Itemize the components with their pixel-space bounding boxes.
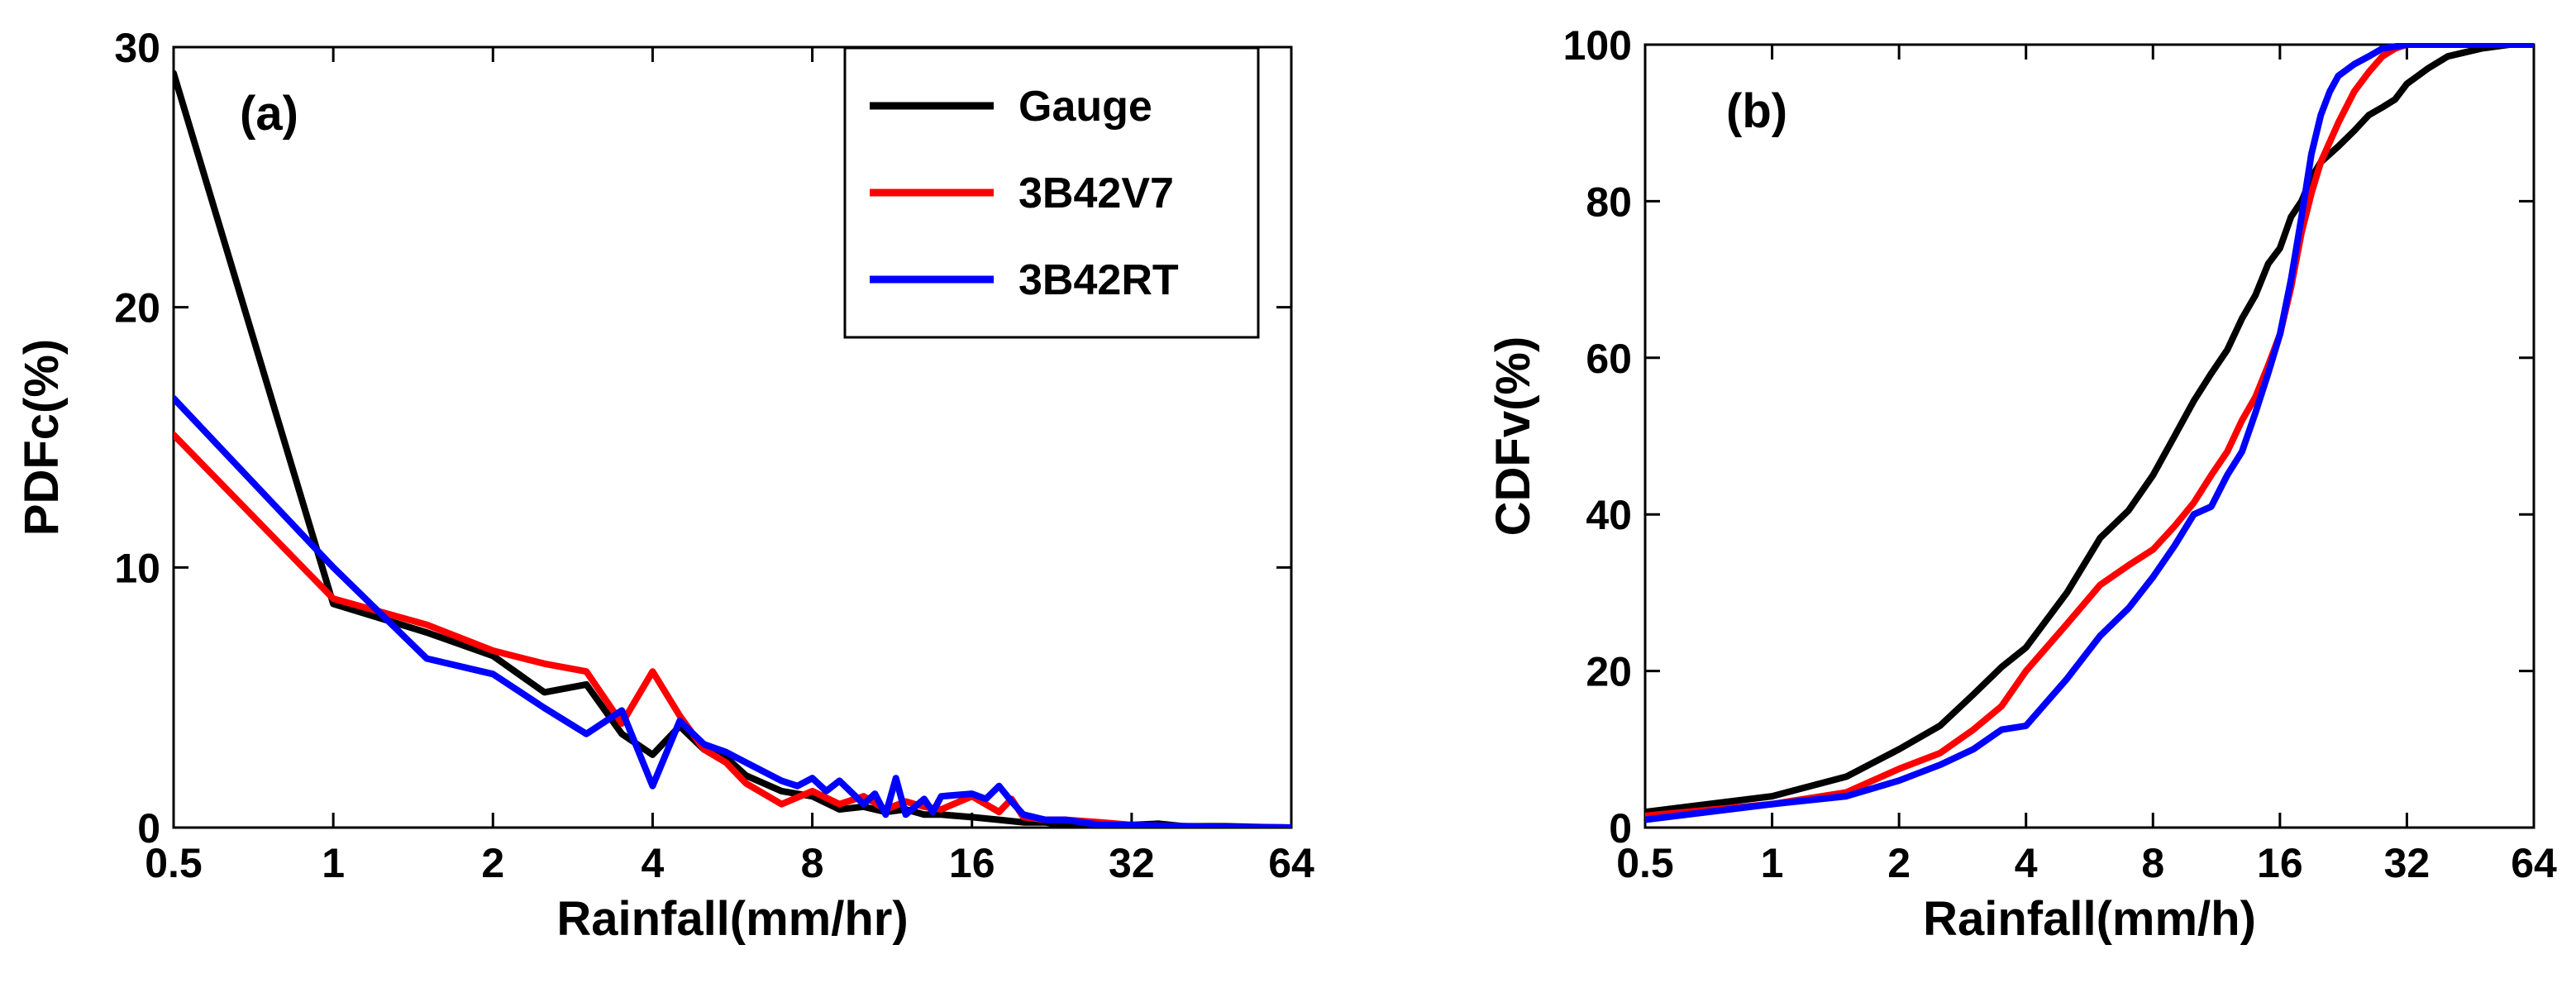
y-axis-label: PDFc(%) — [15, 339, 69, 536]
x-tick-label: 16 — [2257, 840, 2303, 886]
y-tick-label: 0 — [137, 805, 160, 852]
chart-panel-b: 0.5 1 2 4 8 16 32 64 0 20 40 60 80 100 Rainfall(mm/h) C… — [1486, 22, 2557, 946]
x-tick-label: 64 — [1268, 840, 1314, 886]
y-tick-label: 100 — [1563, 22, 1632, 69]
y-tick-label: 40 — [1586, 492, 1632, 538]
legend: Gauge 3B42V7 3B42RT — [843, 46, 1260, 339]
x-tick-label: 32 — [2384, 840, 2431, 886]
chart-panel-a: 0.5 1 2 4 8 16 32 64 0 10 20 30 Rainfall(mm/hr) PDFc(… — [15, 25, 1314, 946]
panel-label: (a) — [240, 87, 298, 141]
series-line-3b42v7 — [1645, 43, 2534, 819]
x-axis-label: Rainfall(mm/h) — [1923, 892, 2256, 946]
series-lines — [1645, 43, 2534, 823]
legend-label: 3B42V7 — [1018, 169, 1174, 217]
legend-label: 3B42RT — [1018, 256, 1179, 304]
series-line-gauge — [1645, 43, 2534, 816]
x-axis-label: Rainfall(mm/hr) — [556, 892, 908, 946]
x-tick-label: 2 — [481, 840, 504, 886]
x-tick-label: 32 — [1109, 840, 1155, 886]
series-line-3b42rt — [1645, 43, 2534, 823]
y-tick-label: 10 — [114, 545, 160, 591]
x-tick-label: 2 — [1887, 840, 1911, 886]
plot-frame — [1643, 43, 2535, 829]
x-tick-label: 0.5 — [1616, 840, 1674, 886]
series-lines — [174, 69, 1291, 828]
x-tick-label: 4 — [2015, 840, 2038, 886]
y-axis-label: CDFv(%) — [1486, 336, 1540, 537]
panel-label: (b) — [1726, 84, 1787, 138]
y-tick-label: 80 — [1586, 179, 1632, 225]
x-tick-label: 8 — [801, 840, 824, 886]
x-tick-label: 8 — [2141, 840, 2164, 886]
series-line-3b42rt — [174, 394, 1291, 828]
x-tick-label: 4 — [642, 840, 665, 886]
x-tick-label: 1 — [1761, 840, 1784, 886]
x-tick-label: 16 — [949, 840, 995, 886]
y-tick-label: 20 — [114, 285, 160, 332]
x-tick-label: 1 — [322, 840, 345, 886]
x-tick-label: 64 — [2511, 840, 2557, 886]
y-tick-label: 30 — [114, 25, 160, 71]
legend-label: Gauge — [1018, 83, 1152, 131]
y-tick-label: 60 — [1586, 336, 1632, 382]
x-tick-label: 0.5 — [145, 840, 203, 886]
y-tick-label: 0 — [1609, 805, 1632, 852]
y-tick-label: 20 — [1586, 649, 1632, 695]
